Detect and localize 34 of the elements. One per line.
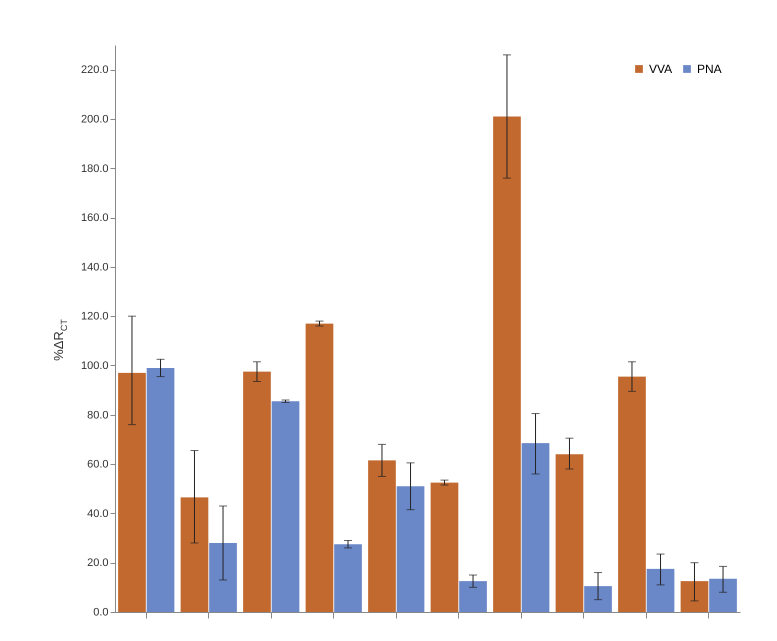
y-tick-label: 160.0 <box>80 212 108 224</box>
y-tick-label: 220.0 <box>80 64 108 76</box>
y-tick-label: 140.0 <box>80 261 108 274</box>
legend-label: VVA <box>649 62 672 76</box>
y-tick-label: 120.0 <box>80 310 108 323</box>
bar <box>243 372 271 612</box>
bar <box>459 581 487 612</box>
bar <box>180 497 208 612</box>
y-tick-label: 40.0 <box>87 508 108 520</box>
y-tick-label: 60.0 <box>87 458 108 471</box>
bar <box>680 581 708 612</box>
bar <box>709 578 737 612</box>
y-tick-label: 180.0 <box>80 162 108 175</box>
bar <box>272 401 300 612</box>
bar <box>646 568 674 612</box>
y-tick-label: 20.0 <box>87 557 108 570</box>
bar <box>368 460 396 612</box>
y-tick-label: 0.0 <box>93 606 108 618</box>
bar <box>618 376 646 612</box>
bar <box>209 542 237 612</box>
bar <box>396 486 424 612</box>
bar <box>493 116 521 612</box>
bar <box>584 586 612 612</box>
bar <box>334 544 362 612</box>
bar <box>146 368 174 612</box>
legend-label: PNA <box>697 62 722 76</box>
bar <box>306 324 334 612</box>
bar <box>118 372 146 612</box>
bar <box>430 482 458 612</box>
bar <box>556 454 584 612</box>
y-tick-label: 100.0 <box>80 360 108 372</box>
y-tick-label: 200.0 <box>80 113 108 126</box>
y-tick-label: 80.0 <box>87 409 108 422</box>
bar <box>522 443 550 612</box>
